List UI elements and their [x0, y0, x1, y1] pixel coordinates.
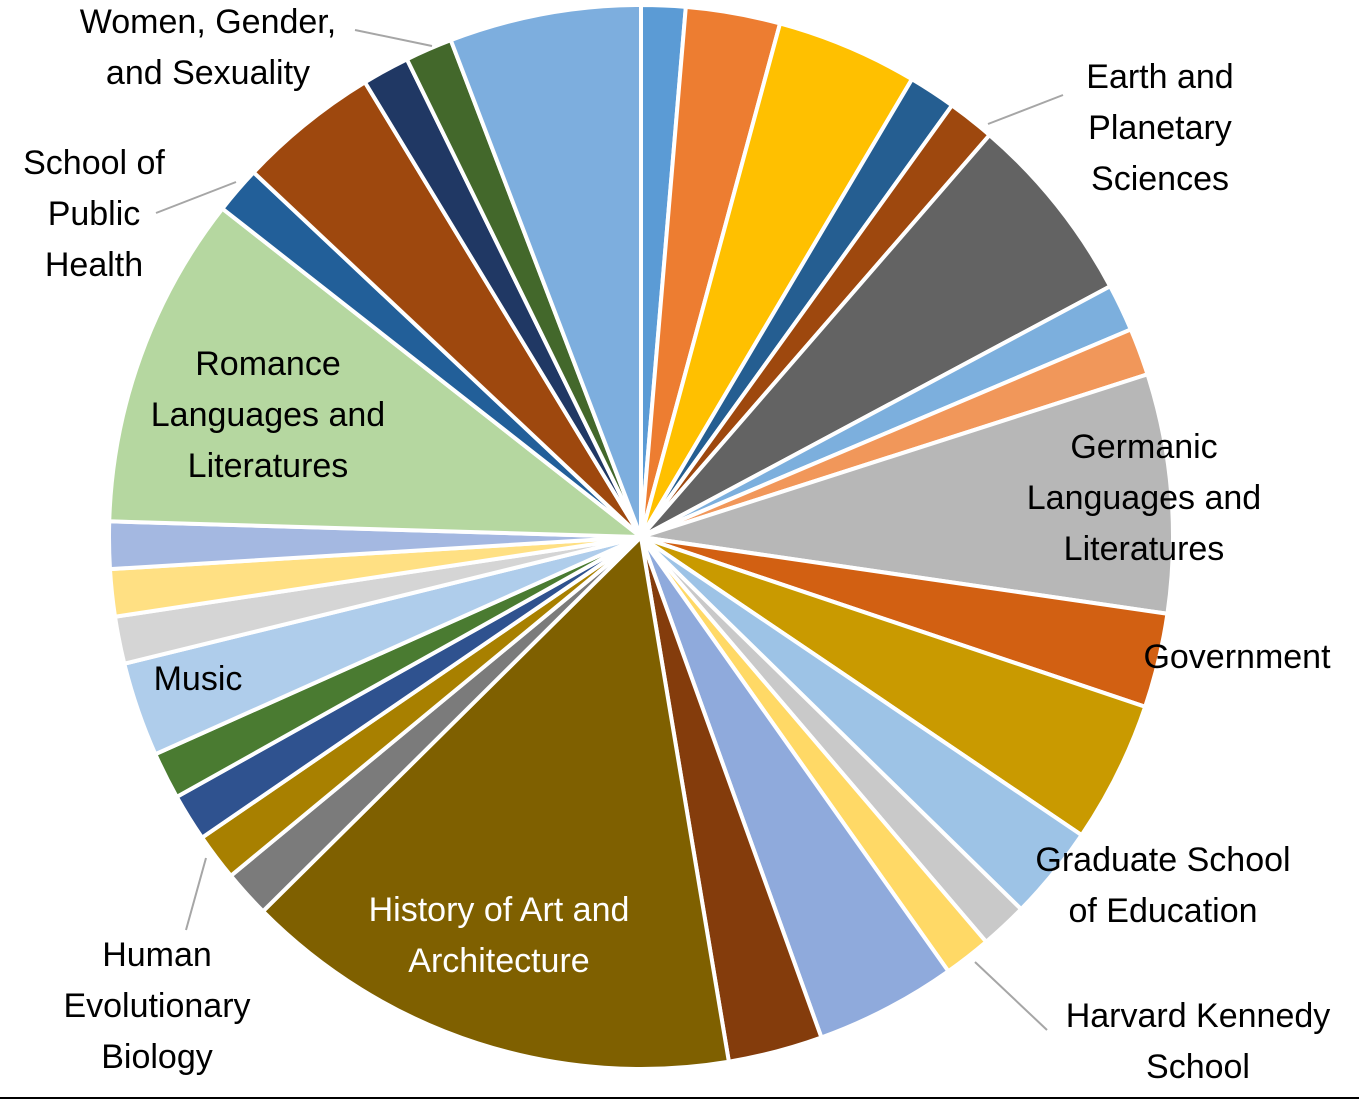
- pie-slice-6: [639, 133, 1113, 539]
- slice-label-line: Planetary: [1088, 109, 1232, 147]
- leader-line-kennedy: [974, 961, 1048, 1031]
- slice-label-earth: Earth and Planetary Sciences: [1086, 58, 1233, 198]
- slice-label-line: Women, Gender,: [80, 3, 336, 41]
- slice-label-wgs: Women, Gender, and Sexuality: [80, 3, 336, 92]
- leader-line-heb: [185, 857, 207, 931]
- slice-label-line: Languages and: [151, 396, 385, 434]
- slice-label-line: Earth and: [1086, 58, 1233, 96]
- slice-label-line: Sciences: [1091, 160, 1229, 198]
- slice-label-heb: Human Evolutionary Biology: [63, 936, 250, 1076]
- slice-label-line: Literatures: [1064, 530, 1225, 568]
- pie-slice-31: [448, 3, 643, 539]
- slice-label-line: Romance: [195, 345, 341, 383]
- pie-slice-romance-languages-and-literatures: [107, 206, 643, 539]
- slice-label-art: History of Art and Architecture: [369, 891, 630, 980]
- slice-label-line: Literatures: [188, 447, 349, 485]
- slice-label-line: History of Art and: [369, 891, 630, 929]
- slice-label-line: and Sexuality: [106, 54, 310, 92]
- slice-label-line: Human: [102, 936, 212, 974]
- slice-label-germanic: Germanic Languages and Literatures: [1027, 428, 1261, 568]
- slice-label-line: Music: [154, 660, 243, 698]
- slice-label-kennedy: Harvard Kennedy School: [1066, 997, 1331, 1086]
- leader-line-wgs: [354, 29, 433, 47]
- slice-label-line: Germanic: [1070, 428, 1217, 466]
- leader-line-public-health: [155, 181, 237, 214]
- slice-label-romance: Romance Languages and Literatures: [151, 345, 385, 485]
- leader-lines: [155, 29, 1064, 1031]
- slice-label-line: of Education: [1068, 892, 1257, 930]
- slice-label-line: School: [1146, 1048, 1250, 1086]
- slice-label-line: Health: [45, 246, 143, 284]
- pie-slice-germanic-languages-and-literatures: [639, 372, 1175, 616]
- pie-slices: [107, 2, 1175, 1071]
- bottom-border: [0, 1097, 1359, 1099]
- slice-label-line: Biology: [101, 1038, 213, 1076]
- pie-slice-history-of-art-and-architecture: [260, 535, 731, 1071]
- slice-label-line: Architecture: [408, 942, 589, 980]
- slice-label-public-health: School of Public Health: [23, 144, 165, 284]
- slice-label-government: Government: [1143, 638, 1331, 676]
- slice-label-line: School of: [23, 144, 165, 182]
- leader-line-earth: [987, 94, 1064, 125]
- slice-label-education: Graduate School of Education: [1035, 841, 1290, 930]
- slice-label-line: Government: [1143, 638, 1331, 676]
- slice-label-line: Evolutionary: [63, 987, 250, 1025]
- slice-label-line: Public: [48, 195, 141, 233]
- slice-labels: Women, Gender, and Sexuality Earth and Plan…: [23, 3, 1331, 1086]
- slice-label-line: Languages and: [1027, 479, 1261, 517]
- slice-label-music: Music: [154, 660, 243, 698]
- slice-label-line: Graduate School: [1035, 841, 1290, 879]
- slice-label-line: Harvard Kennedy: [1066, 997, 1331, 1035]
